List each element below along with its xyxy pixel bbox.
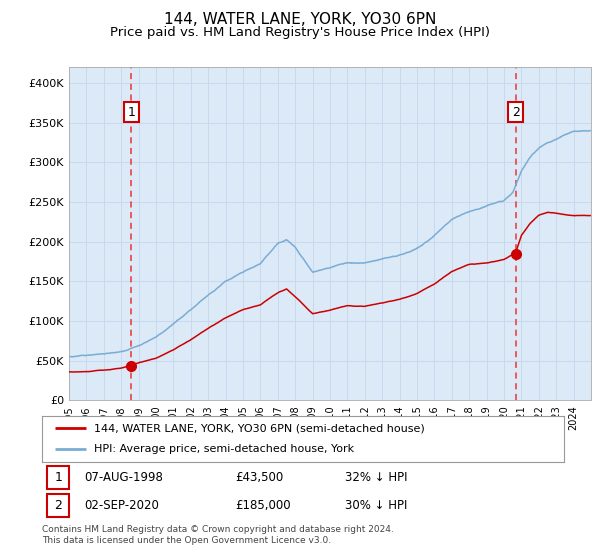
Text: 02-SEP-2020: 02-SEP-2020 <box>84 499 158 512</box>
Text: Contains HM Land Registry data © Crown copyright and database right 2024.
This d: Contains HM Land Registry data © Crown c… <box>42 525 394 545</box>
Text: 144, WATER LANE, YORK, YO30 6PN (semi-detached house): 144, WATER LANE, YORK, YO30 6PN (semi-de… <box>94 423 425 433</box>
Text: HPI: Average price, semi-detached house, York: HPI: Average price, semi-detached house,… <box>94 444 355 454</box>
Text: 2: 2 <box>512 106 520 119</box>
Text: Price paid vs. HM Land Registry's House Price Index (HPI): Price paid vs. HM Land Registry's House … <box>110 26 490 39</box>
Text: 30% ↓ HPI: 30% ↓ HPI <box>345 499 407 512</box>
Text: £43,500: £43,500 <box>235 471 283 484</box>
FancyBboxPatch shape <box>47 494 69 517</box>
Text: 1: 1 <box>54 471 62 484</box>
Text: 2: 2 <box>54 499 62 512</box>
Text: £185,000: £185,000 <box>235 499 291 512</box>
Text: 32% ↓ HPI: 32% ↓ HPI <box>345 471 407 484</box>
FancyBboxPatch shape <box>47 466 69 489</box>
Text: 1: 1 <box>127 106 135 119</box>
Text: 144, WATER LANE, YORK, YO30 6PN: 144, WATER LANE, YORK, YO30 6PN <box>164 12 436 27</box>
Text: 07-AUG-1998: 07-AUG-1998 <box>84 471 163 484</box>
